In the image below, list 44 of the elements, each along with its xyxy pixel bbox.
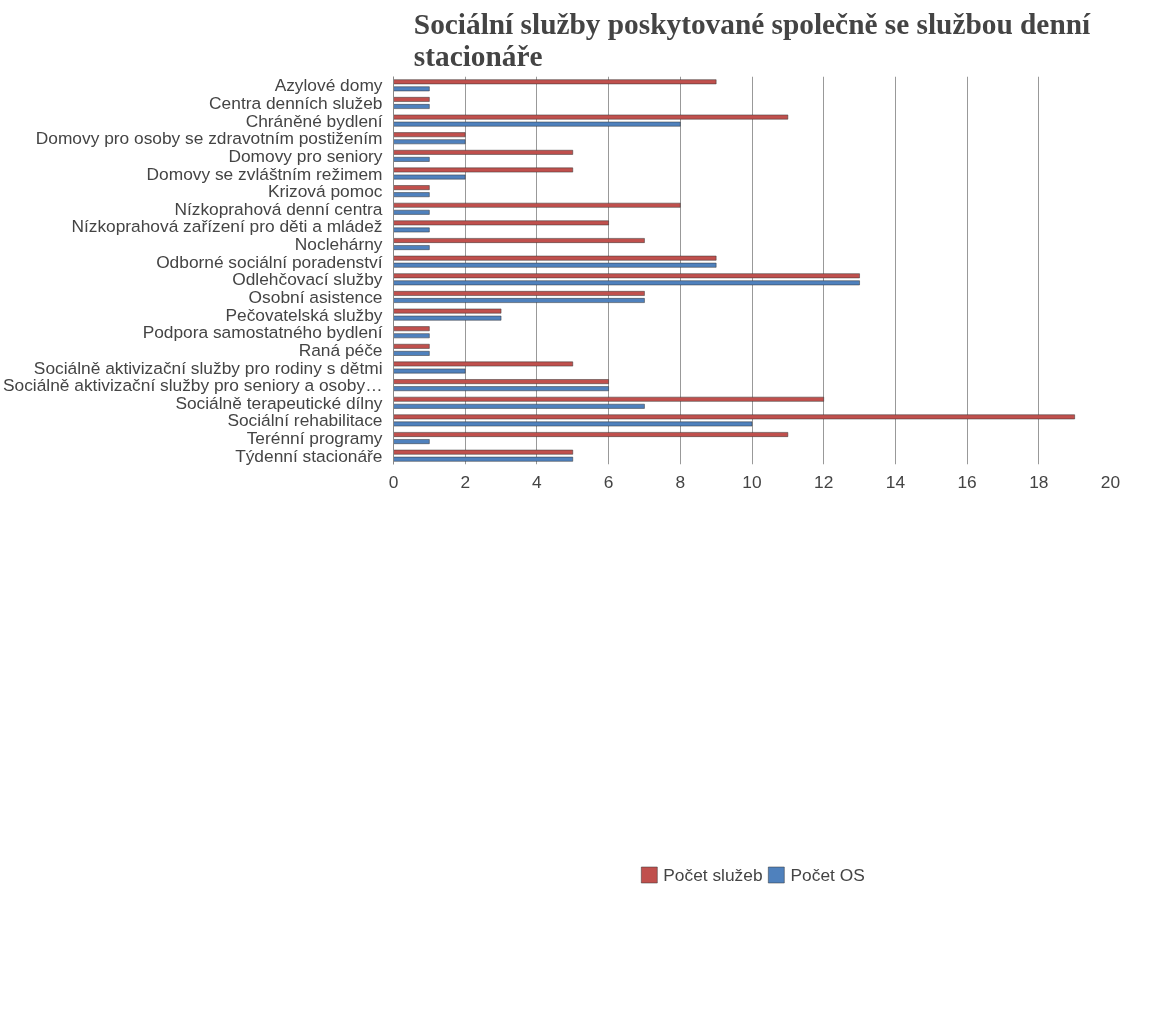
y-tick-label: Chráněné bydlení xyxy=(245,110,383,131)
y-tick-label: Noclehárny xyxy=(294,234,383,255)
chart-title: Sociální služby poskytované společně se službou denní stacionáře xyxy=(413,7,1092,72)
bar xyxy=(393,104,430,109)
bar xyxy=(393,238,645,243)
bar xyxy=(393,245,430,250)
x-tick-label: 12 xyxy=(814,471,834,492)
x-tick-label: 10 xyxy=(742,471,762,492)
bar xyxy=(393,298,645,303)
bar xyxy=(393,157,430,162)
bar xyxy=(393,439,430,444)
x-tick-label: 18 xyxy=(1029,471,1049,492)
y-tick-label: Krizová pomoc xyxy=(267,181,383,202)
bar xyxy=(393,185,430,190)
x-tick-label: 20 xyxy=(1100,471,1121,492)
bar xyxy=(393,149,573,155)
y-tick-label: Terénní programy xyxy=(246,428,383,449)
bar xyxy=(393,386,609,392)
bar xyxy=(393,379,609,384)
bar xyxy=(393,202,681,208)
x-tick-label: 8 xyxy=(675,471,686,492)
y-tick-label: Pečovatelská služby xyxy=(225,304,383,325)
x-tick-label: 0 xyxy=(388,471,399,492)
x-tick-label: 14 xyxy=(885,471,906,492)
bar xyxy=(393,396,824,402)
bar xyxy=(393,326,430,332)
bar xyxy=(393,192,430,198)
bar xyxy=(393,432,789,437)
bar xyxy=(393,132,466,138)
legend-label: Počet OS xyxy=(790,864,865,886)
x-tick-label: 2 xyxy=(460,471,471,492)
bar xyxy=(393,209,430,215)
bar xyxy=(393,139,466,145)
bar xyxy=(393,97,430,102)
bar xyxy=(393,291,645,296)
bar xyxy=(393,351,430,356)
x-tick-label: 4 xyxy=(532,471,543,492)
bar xyxy=(393,403,645,409)
x-tick-label: 6 xyxy=(603,471,614,492)
x-tick-label: 16 xyxy=(957,471,977,492)
y-tick-label: Azylové domy xyxy=(274,75,383,96)
legend-label: Počet služeb xyxy=(663,864,763,886)
bar xyxy=(393,333,430,339)
bar xyxy=(393,343,430,349)
